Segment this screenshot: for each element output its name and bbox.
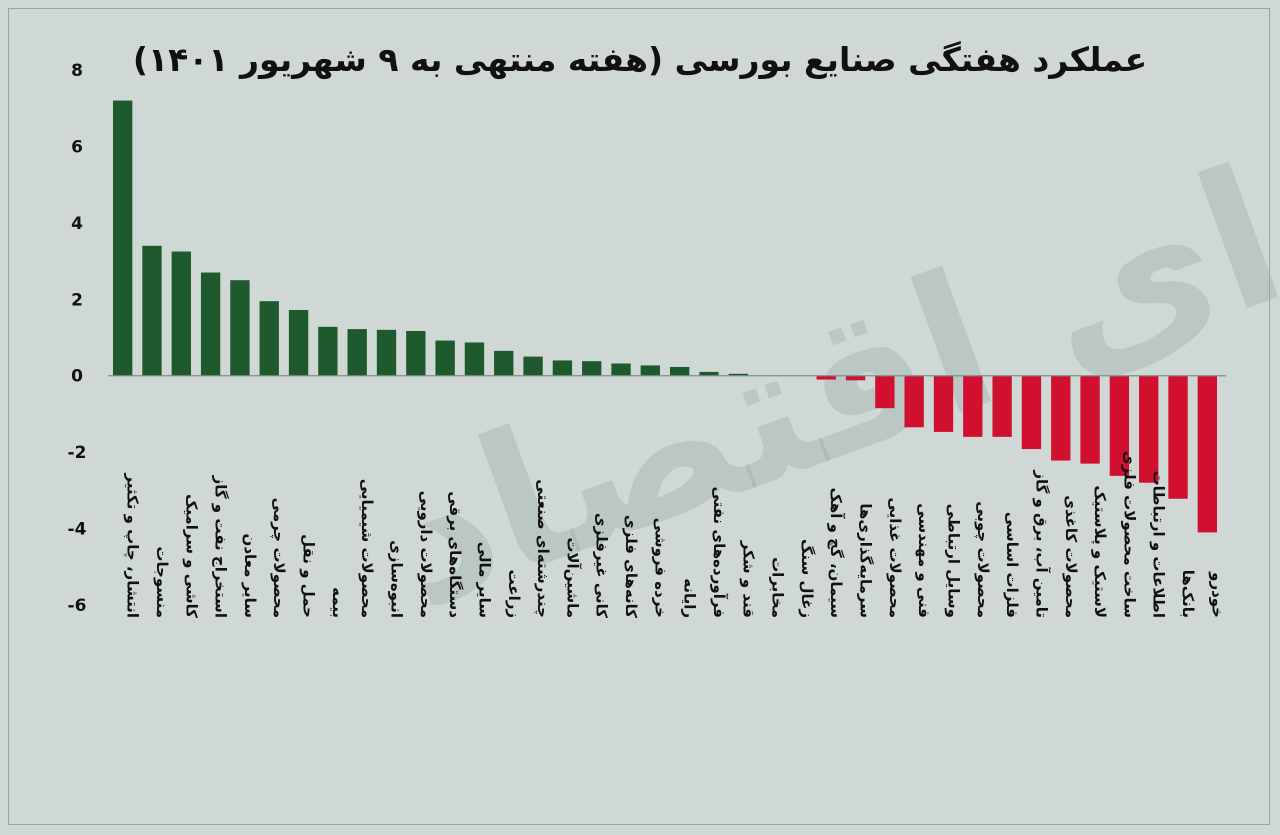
x-tick-label: سیمان، گچ و آهک xyxy=(827,488,845,619)
x-tick-label: لاستیک و پلاستیک xyxy=(1090,485,1109,618)
bar xyxy=(582,361,602,376)
x-tick-label: محصولات غذایی xyxy=(886,497,904,618)
bar xyxy=(1051,375,1071,461)
bar xyxy=(552,360,573,376)
x-tick-label: وسایل ارتباطی xyxy=(945,504,963,618)
x-tick-label: انتشار، چاپ و تکثیر xyxy=(123,472,142,618)
bar xyxy=(288,309,309,376)
bar xyxy=(376,329,397,376)
bar xyxy=(464,342,485,376)
x-tick-label: محصولات چرمی xyxy=(269,498,288,618)
x-tick-label: فلزات اساسی xyxy=(1003,512,1021,618)
x-tick-label: رایانه xyxy=(681,578,699,618)
bar xyxy=(318,326,338,376)
bar xyxy=(640,365,661,376)
x-tick-label: حمل و نقل xyxy=(300,534,318,618)
y-tick-label: -4 xyxy=(68,520,87,540)
y-tick-label: 4 xyxy=(71,214,83,234)
y-tick-label: 2 xyxy=(71,290,83,310)
bar xyxy=(992,375,1012,437)
x-axis-labels: انتشار، چاپ و تکثیر منسوجات کاشی و سرامیک ا… xyxy=(123,451,1227,618)
x-tick-label: محصولات چوبی xyxy=(973,501,992,618)
y-axis: 8 6 4 2 0 -2 -4 -6 xyxy=(68,61,87,616)
bar xyxy=(347,329,367,376)
x-tick-label: زغال سنگ xyxy=(798,539,816,618)
bar xyxy=(494,350,514,376)
x-tick-label: کانه‌های فلزی xyxy=(622,515,640,618)
x-tick-label: فرآورده‌های نفتی xyxy=(710,486,728,618)
x-tick-label: اطلاعات و ارتباطات xyxy=(1150,471,1168,618)
bar xyxy=(259,301,279,376)
bar xyxy=(171,251,191,376)
x-tick-label: خرده فروشی xyxy=(651,518,669,618)
x-tick-label: بیمه xyxy=(329,587,347,618)
x-tick-label: منسوجات xyxy=(153,546,171,618)
bar xyxy=(904,375,924,428)
x-tick-label: کانی غیرفلزی xyxy=(593,513,611,618)
x-tick-label: محصولات کاغذی xyxy=(1062,495,1080,618)
bar xyxy=(669,366,690,376)
chart-frame xyxy=(8,8,1270,825)
y-tick-label: -2 xyxy=(68,443,87,463)
x-tick-label: فنی و مهندسی xyxy=(915,503,933,618)
x-tick-label: مخابرات xyxy=(769,557,787,618)
x-tick-label: زراعت xyxy=(505,569,523,618)
x-tick-label: محصولات شیمیایی xyxy=(358,479,376,618)
x-tick-label: سایر مالی xyxy=(475,542,493,618)
bar xyxy=(406,331,426,376)
bar xyxy=(200,272,221,376)
x-tick-label: ساخت محصولات فلزی xyxy=(1120,451,1138,618)
chart-title: عملکرد هفتگی صنایع بورسی (هفته منتهی به … xyxy=(132,40,1148,79)
x-tick-label: کاشی و سرامیک xyxy=(182,494,200,618)
x-tick-label: بانک‌ها xyxy=(1179,570,1197,618)
bar xyxy=(435,340,455,376)
bar xyxy=(1109,375,1130,476)
x-tick-label: سرمایه‌گذاری‌ها xyxy=(857,503,875,618)
x-tick-label: دستگاه‌های برقی xyxy=(446,491,464,618)
x-tick-label: تامین آب، برق و گاز xyxy=(1032,469,1050,618)
y-tick-label: -6 xyxy=(68,596,87,616)
bar xyxy=(845,375,866,381)
bar xyxy=(875,375,895,409)
bar xyxy=(1197,375,1218,533)
y-tick-label: 8 xyxy=(71,61,83,81)
y-tick-label: 0 xyxy=(71,367,83,387)
bar xyxy=(1168,375,1188,499)
bar xyxy=(611,363,631,376)
bar xyxy=(963,375,983,437)
bar xyxy=(230,280,250,376)
x-tick-label: محصولات دارویی xyxy=(417,491,435,618)
bar xyxy=(523,356,543,376)
bars xyxy=(112,100,1218,533)
y-tick-label: 6 xyxy=(71,137,83,157)
x-tick-label: انبوه‌سازی xyxy=(388,540,406,618)
bar xyxy=(1139,375,1159,483)
bar xyxy=(728,373,748,376)
bar xyxy=(1021,375,1042,450)
x-tick-label: چندرشته‌ای صنعتی xyxy=(533,479,552,618)
x-tick-label: قند و شکر xyxy=(739,540,757,618)
bar xyxy=(142,245,162,376)
x-tick-label: ماشین‌آلات xyxy=(563,537,581,618)
x-tick-label: سایر معادن xyxy=(241,534,259,618)
bar xyxy=(112,100,133,376)
bar xyxy=(933,375,954,432)
bar xyxy=(1080,375,1100,464)
bar xyxy=(699,371,719,376)
x-tick-label: خودرو xyxy=(1208,571,1226,618)
bar xyxy=(816,375,836,380)
x-tick-label: استخراج نفت و گاز xyxy=(212,475,230,618)
